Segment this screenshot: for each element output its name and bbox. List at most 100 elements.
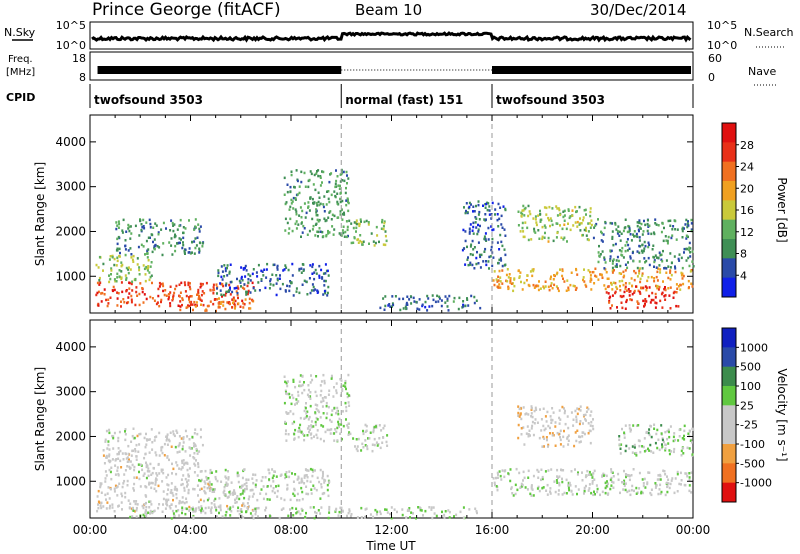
data-cell (301, 391, 304, 395)
data-cell (667, 428, 670, 431)
data-cell (594, 493, 596, 496)
data-cell (298, 426, 301, 430)
data-cell (102, 262, 105, 266)
data-cell (375, 225, 378, 229)
freq-band-3 (492, 66, 691, 74)
data-cell (522, 230, 525, 233)
data-cell (127, 296, 130, 299)
data-cell (156, 301, 159, 304)
data-cell (422, 514, 424, 517)
data-cell (305, 415, 308, 418)
data-cell (578, 205, 581, 209)
data-cell (619, 294, 622, 298)
data-cell (643, 219, 645, 223)
data-cell (673, 432, 676, 435)
data-cell (168, 439, 171, 443)
data-cell (589, 214, 592, 218)
data-cell (364, 515, 366, 519)
data-cell (116, 452, 119, 456)
data-cell (199, 282, 202, 286)
data-cell (220, 293, 223, 296)
data-cell (142, 225, 145, 228)
data-cell (285, 411, 288, 414)
data-cell (301, 490, 304, 494)
data-cell (321, 474, 324, 478)
data-cell (236, 509, 239, 513)
data-cell (543, 445, 545, 448)
data-cell (279, 287, 282, 291)
data-cell (578, 223, 581, 226)
data-cell (659, 473, 661, 477)
data-cell (178, 283, 181, 286)
data-cell (611, 266, 614, 270)
data-cell (633, 269, 636, 273)
data-cell (599, 273, 602, 276)
data-cell (283, 498, 286, 502)
data-cell (518, 407, 521, 411)
data-cell (293, 488, 296, 492)
data-cell (645, 288, 648, 292)
data-cell (124, 491, 127, 495)
data-cell (147, 265, 150, 268)
data-cell (323, 289, 326, 293)
data-cell (347, 511, 350, 515)
data-cell (289, 498, 292, 502)
data-cell (284, 476, 287, 480)
data-cell (657, 224, 660, 227)
y-axis-label: Slant Range [km] (33, 367, 47, 471)
data-cell (477, 203, 480, 207)
data-cell (166, 437, 168, 440)
data-cell (613, 269, 615, 272)
data-cell (127, 499, 130, 502)
data-cell (555, 236, 558, 239)
data-cell (493, 270, 496, 273)
data-cell (634, 234, 637, 238)
data-cell (607, 292, 610, 295)
data-cell (483, 237, 486, 241)
data-cell (661, 306, 664, 309)
data-cell (669, 269, 672, 272)
data-cell (354, 445, 356, 448)
data-cell (325, 219, 328, 222)
data-cell (527, 433, 530, 436)
data-cell (522, 479, 524, 482)
data-cell (348, 404, 351, 407)
data-cell (589, 424, 592, 427)
data-cell (149, 236, 151, 239)
data-cell (247, 497, 250, 501)
data-cell (175, 429, 178, 432)
data-cell (587, 422, 590, 425)
data-cell (308, 229, 311, 233)
data-cell (326, 412, 329, 415)
data-cell (334, 508, 337, 512)
data-cell (225, 510, 228, 514)
data-cell (633, 278, 636, 282)
data-cell (325, 401, 328, 405)
data-cell (130, 256, 133, 259)
nave-tick-top: 60 (708, 52, 722, 65)
data-cell (301, 497, 304, 501)
data-cell (355, 222, 358, 226)
data-cell (529, 270, 532, 273)
data-cell (184, 512, 187, 516)
data-cell (107, 298, 110, 301)
data-cell (236, 285, 239, 288)
data-cell (140, 464, 143, 467)
data-cell (116, 297, 119, 300)
data-cell (184, 290, 187, 293)
data-cell (509, 277, 512, 280)
data-cell (561, 493, 564, 496)
data-cell (557, 289, 560, 293)
data-cell (232, 493, 235, 496)
data-cell (629, 290, 632, 293)
data-cell (97, 506, 100, 510)
data-cell (630, 428, 632, 431)
data-cell (335, 411, 337, 415)
data-cell (151, 511, 154, 515)
data-cell (212, 283, 215, 287)
data-cell (480, 253, 483, 257)
data-cell (338, 510, 341, 514)
data-cell (268, 287, 271, 290)
data-cell (643, 257, 646, 260)
data-cell (303, 409, 306, 413)
